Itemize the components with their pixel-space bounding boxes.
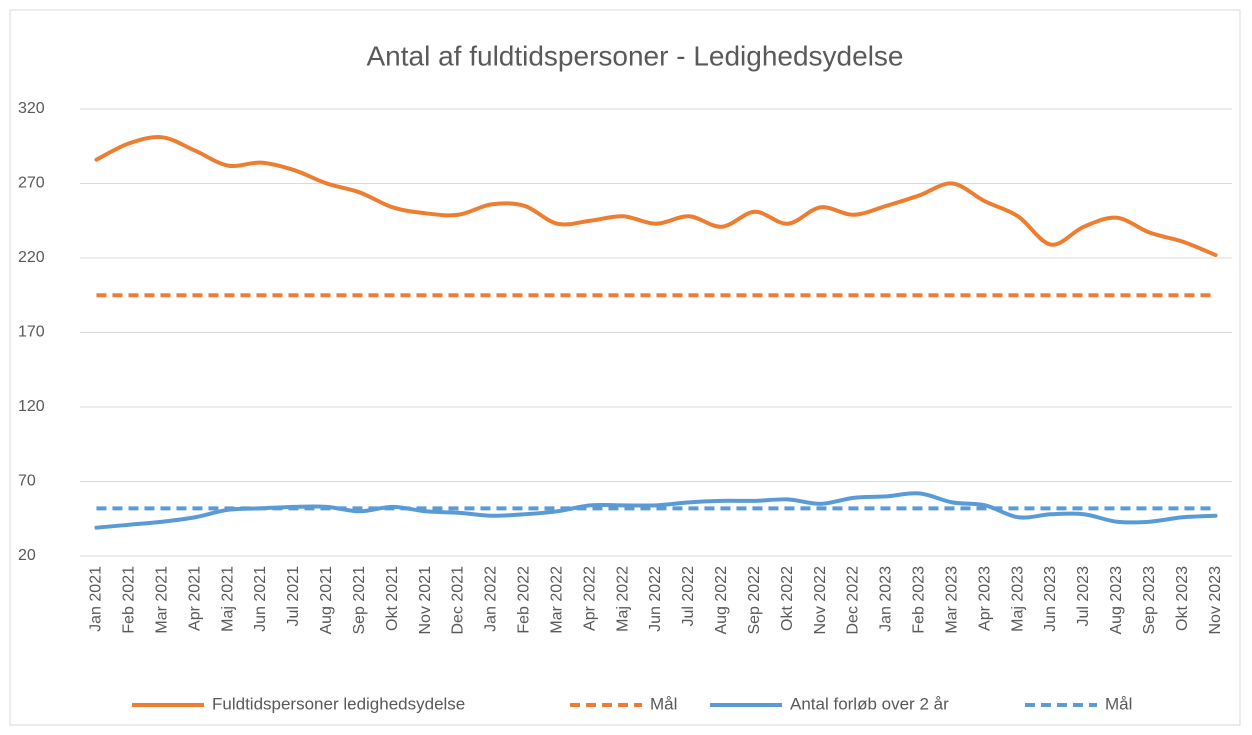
y-tick-label: 270	[18, 175, 45, 192]
y-tick-label: 320	[18, 100, 45, 117]
x-tick-label: Jun 2021	[252, 566, 269, 632]
x-tick-label: Jan 2021	[88, 566, 105, 632]
x-tick-label: Jul 2022	[680, 566, 697, 627]
x-tick-label: Feb 2022	[516, 566, 533, 634]
y-tick-label: 170	[18, 324, 45, 341]
chart-title: Antal af fuldtidspersoner - Ledighedsyde…	[366, 40, 903, 71]
x-tick-label: Apr 2022	[581, 566, 598, 631]
x-tick-label: Feb 2023	[911, 566, 928, 634]
legend-label: Fuldtidspersoner ledighedsydelse	[212, 694, 465, 713]
x-tick-label: Sep 2022	[746, 566, 763, 635]
x-tick-label: Mar 2021	[154, 566, 171, 634]
legend-label: Antal forløb over 2 år	[790, 694, 949, 713]
x-tick-label: Maj 2023	[1009, 566, 1026, 632]
legend-label: Mål	[650, 694, 677, 713]
x-tick-label: Nov 2022	[812, 566, 829, 635]
y-tick-label: 220	[18, 249, 45, 266]
x-tick-label: Mar 2023	[943, 566, 960, 634]
x-tick-label: Apr 2023	[976, 566, 993, 631]
x-tick-label: Dec 2022	[845, 566, 862, 635]
x-tick-label: Maj 2021	[219, 566, 236, 632]
x-tick-label: Dec 2021	[450, 566, 467, 635]
x-tick-label: Jun 2023	[1042, 566, 1059, 632]
x-tick-label: Jan 2022	[483, 566, 500, 632]
x-tick-label: Nov 2021	[417, 566, 434, 635]
y-tick-label: 20	[18, 547, 36, 564]
x-tick-label: Feb 2021	[121, 566, 138, 634]
x-tick-label: Okt 2023	[1174, 566, 1191, 631]
x-tick-label: Jul 2021	[285, 566, 302, 627]
legend-label: Mål	[1105, 694, 1132, 713]
x-tick-label: Aug 2022	[713, 566, 730, 635]
x-tick-label: Maj 2022	[614, 566, 631, 632]
series-line	[94, 491, 1218, 530]
x-tick-label: Jul 2023	[1075, 566, 1092, 627]
x-tick-label: Nov 2023	[1207, 566, 1224, 635]
chart-border	[9, 9, 1241, 726]
x-tick-label: Jun 2022	[647, 566, 664, 632]
x-tick-label: Jan 2023	[878, 566, 895, 632]
x-tick-label: Mar 2022	[548, 566, 565, 634]
x-tick-label: Apr 2021	[186, 566, 203, 631]
x-tick-label: Okt 2021	[384, 566, 401, 631]
x-tick-label: Okt 2022	[779, 566, 796, 631]
x-tick-label: Aug 2021	[318, 566, 335, 635]
y-tick-label: 70	[18, 473, 36, 490]
y-tick-label: 120	[18, 398, 45, 415]
x-tick-label: Sep 2021	[351, 566, 368, 635]
x-tick-label: Sep 2023	[1141, 566, 1158, 635]
x-tick-label: Aug 2023	[1108, 566, 1125, 635]
series-line	[94, 135, 1218, 258]
